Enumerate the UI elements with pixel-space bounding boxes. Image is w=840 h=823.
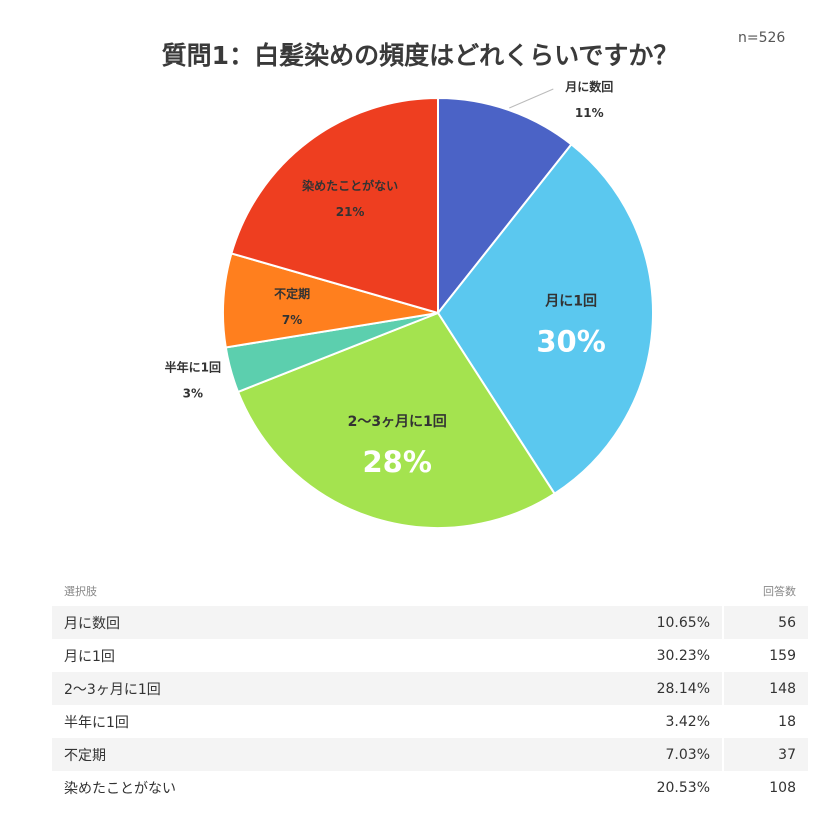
row-label: 月に数回 — [52, 606, 578, 639]
slice-label: 半年に1回 — [165, 360, 221, 375]
row-percent: 28.14% — [578, 672, 724, 705]
slice-label: 月に1回 — [544, 293, 597, 309]
slice-label: 染めたことがない — [301, 178, 398, 193]
row-label: 染めたことがない — [52, 771, 578, 804]
row-count: 159 — [723, 639, 808, 672]
chart-title: 質問1：白髪染めの頻度はどれくらいですか？ — [161, 41, 679, 70]
table-row: 不定期 7.03% 37 — [52, 738, 808, 771]
row-count: 108 — [723, 771, 808, 804]
table-row: 月に数回 10.65% 56 — [52, 606, 808, 639]
slice-percent-label: 28% — [362, 445, 431, 479]
table-row: 月に1回 30.23% 159 — [52, 639, 808, 672]
pie-chart: 月に数回 11% 月に1回 30% 2〜3ヶ月に1回 28% 半年に1回 3% 不定期 7% 染めた… — [165, 79, 654, 529]
slice-label: 2〜3ヶ月に1回 — [348, 414, 447, 430]
row-label: 月に1回 — [52, 639, 578, 672]
row-label: 半年に1回 — [52, 705, 578, 738]
row-label: 2〜3ヶ月に1回 — [52, 672, 578, 705]
row-count: 56 — [723, 606, 808, 639]
table-row: 半年に1回 3.42% 18 — [52, 705, 808, 738]
pie-slice — [436, 142, 654, 496]
sample-size-label: n=526 — [738, 30, 786, 46]
slice-percent-label: 3% — [183, 387, 203, 401]
header-choice: 選択肢 — [64, 585, 97, 598]
slice-label: 月に数回 — [564, 79, 613, 94]
slice-percent-label: 7% — [282, 313, 302, 327]
pie-slice — [236, 311, 556, 529]
results-table: 選択肢 回答数 月に数回 10.65% 56 月に1回 30.23% 159 2… — [52, 576, 808, 804]
row-percent: 30.23% — [578, 639, 724, 672]
leader-line — [509, 88, 554, 109]
row-percent: 7.03% — [578, 738, 724, 771]
row-percent: 10.65% — [578, 606, 724, 639]
row-count: 18 — [723, 705, 808, 738]
row-percent: 20.53% — [578, 771, 724, 804]
slice-percent-label: 11% — [575, 106, 604, 120]
pie-slice — [437, 96, 573, 316]
row-percent: 3.42% — [578, 705, 724, 738]
row-count: 37 — [723, 738, 808, 771]
table-row: 2〜3ヶ月に1回 28.14% 148 — [52, 672, 808, 705]
slice-percent-label: 21% — [336, 205, 365, 219]
slice-percent-label: 30% — [536, 324, 605, 358]
slice-label: 不定期 — [274, 286, 310, 301]
header-percent — [578, 576, 723, 606]
row-count: 148 — [723, 672, 808, 705]
table-row: 染めたことがない 20.53% 108 — [52, 771, 808, 804]
table-header-row: 選択肢 回答数 — [52, 576, 808, 606]
row-label: 不定期 — [52, 738, 578, 771]
pie-slice — [230, 96, 439, 315]
header-count: 回答数 — [763, 585, 796, 598]
